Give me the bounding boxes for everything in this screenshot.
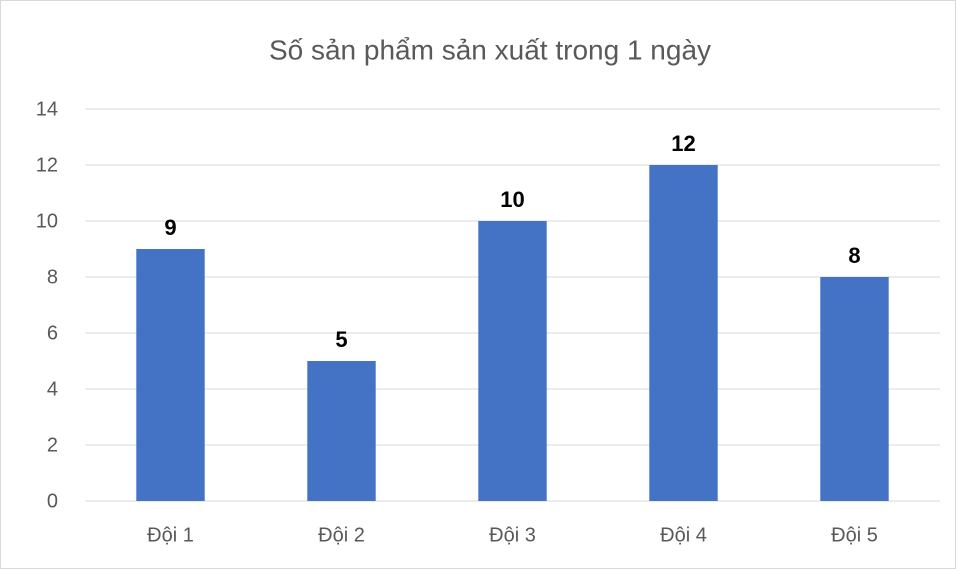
bar — [649, 165, 718, 501]
y-tick-label: 10 — [36, 210, 58, 232]
bar — [820, 277, 889, 501]
y-tick-label: 12 — [36, 154, 58, 176]
data-label: 5 — [335, 327, 347, 352]
data-label: 9 — [164, 215, 176, 240]
y-tick-label: 2 — [47, 434, 58, 456]
x-tick-label: Đội 5 — [831, 524, 878, 546]
x-tick-label: Đội 1 — [147, 524, 194, 546]
data-label: 12 — [671, 131, 695, 156]
bar — [136, 249, 205, 501]
y-tick-label: 14 — [36, 98, 58, 120]
x-tick-label: Đội 2 — [318, 524, 365, 546]
y-tick-label: 8 — [47, 266, 58, 288]
y-tick-label: 4 — [47, 378, 58, 400]
y-tick-label: 0 — [47, 490, 58, 512]
x-tick-label: Đội 4 — [660, 524, 707, 546]
x-tick-label: Đội 3 — [489, 524, 536, 546]
data-label: 8 — [848, 243, 860, 268]
bar — [307, 361, 376, 501]
y-tick-label: 6 — [47, 322, 58, 344]
bar — [478, 221, 547, 501]
chart-title: Số sản phẩm sản xuất trong 1 ngày — [269, 34, 711, 65]
data-label: 10 — [500, 187, 524, 212]
